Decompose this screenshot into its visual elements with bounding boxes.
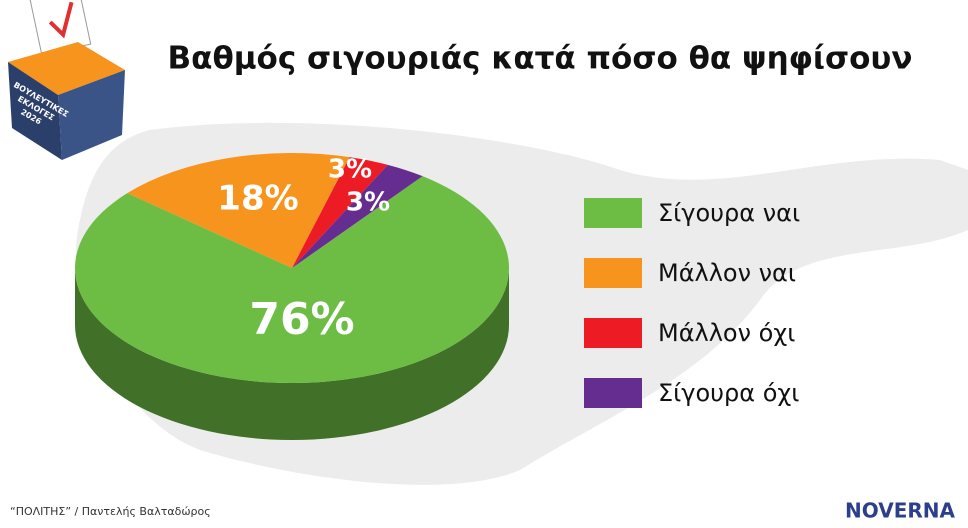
legend-swatch [584,378,642,408]
logo: NOVERNA [845,499,955,523]
slice [74,176,509,383]
legend-swatch [584,318,642,348]
source: “ΠΟΛΙΤΗΣ” / Παντελής Βαλταδώρος [10,505,211,518]
legend-swatch [584,198,642,228]
slice [292,164,423,268]
legend: Σίγουρα ναι Μάλλον ναι Μάλλον όχι Σίγουρα ό… [584,198,800,408]
legend-label: Μάλλον όχι [658,319,795,347]
slice [292,157,388,268]
legend-swatch [584,258,642,288]
ballot-badge: ΒΟΥΛΕΥΤΙΚΕΣ ΕΚΛΟΓΕΣ 2026 [8,0,125,160]
legend-label: Σίγουρα ναι [658,199,800,227]
data-label: 18% [217,179,298,219]
slice [127,152,350,268]
slice-side [75,268,509,440]
chart-title: Βαθμός σιγουριάς κατά πόσο θα ψηφίσουν [168,41,913,77]
legend-label: Σίγουρα όχι [658,379,799,407]
data-label: 3% [328,155,372,185]
legend-label: Μάλλον ναι [658,259,796,287]
ballot-front [58,70,125,160]
data-label: 3% [346,188,390,218]
ballot-side [8,62,62,160]
pie: 76% 18% 3%3% [74,152,509,440]
data-label: 76% [249,294,354,345]
ballot-lid [8,42,125,95]
check-mark [48,1,74,39]
